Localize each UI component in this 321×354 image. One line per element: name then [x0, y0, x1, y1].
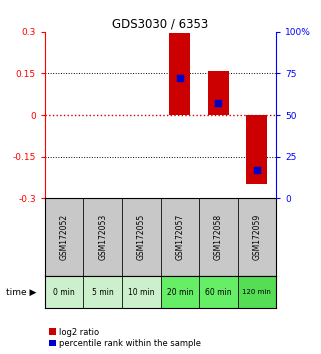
Text: GSM172058: GSM172058 — [214, 214, 223, 260]
Text: time ▶: time ▶ — [6, 287, 37, 297]
Text: GSM172052: GSM172052 — [60, 214, 69, 260]
Bar — [83, 198, 122, 276]
Bar — [45, 198, 83, 276]
Bar — [238, 198, 276, 276]
Bar — [160, 198, 199, 276]
Bar — [169, 33, 190, 115]
Text: 10 min: 10 min — [128, 287, 154, 297]
Text: 0 min: 0 min — [53, 287, 75, 297]
Text: GSM172059: GSM172059 — [252, 214, 261, 260]
Text: 20 min: 20 min — [167, 287, 193, 297]
Legend: log2 ratio, percentile rank within the sample: log2 ratio, percentile rank within the s… — [49, 327, 201, 348]
Text: 5 min: 5 min — [92, 287, 114, 297]
Bar — [122, 276, 160, 308]
Bar — [83, 276, 122, 308]
Title: GDS3030 / 6353: GDS3030 / 6353 — [112, 18, 209, 31]
Text: GSM172057: GSM172057 — [175, 214, 184, 260]
Point — [216, 101, 221, 106]
Text: GSM172055: GSM172055 — [137, 214, 146, 260]
Point — [254, 167, 259, 173]
Text: 60 min: 60 min — [205, 287, 231, 297]
Text: GSM172053: GSM172053 — [98, 214, 107, 260]
Bar — [238, 276, 276, 308]
Bar — [45, 276, 83, 308]
Bar — [208, 71, 229, 115]
Bar — [246, 115, 267, 184]
Bar — [160, 276, 199, 308]
Point — [177, 76, 182, 81]
Text: 120 min: 120 min — [242, 289, 271, 295]
Bar — [199, 198, 238, 276]
Bar — [199, 276, 238, 308]
Bar — [122, 198, 160, 276]
